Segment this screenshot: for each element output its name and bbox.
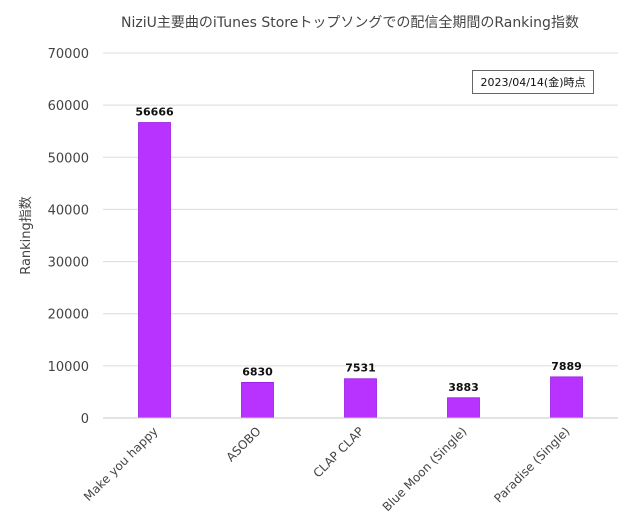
x-tick-label: Make you happy bbox=[81, 424, 161, 504]
bar bbox=[138, 122, 171, 419]
x-tick-label: Paradise (Single) bbox=[491, 424, 572, 505]
y-tick-label: 10000 bbox=[48, 360, 89, 375]
data-label: 7889 bbox=[551, 360, 582, 373]
y-tick-label: 60000 bbox=[48, 99, 89, 114]
data-label: 3883 bbox=[448, 381, 479, 394]
x-tick-label: ASOBO bbox=[223, 424, 263, 464]
y-axis-ticks: 0 10000 20000 30000 40000 50000 60000 70000 bbox=[48, 47, 89, 427]
bars bbox=[138, 122, 583, 419]
y-tick-label: 40000 bbox=[48, 203, 89, 218]
x-tick-label: Blue Moon (Single) bbox=[380, 424, 470, 514]
bar bbox=[241, 381, 274, 419]
chart-title: NiziU主要曲のiTunes Storeトップソングでの配信全期間のRanki… bbox=[121, 15, 579, 31]
data-label: 6830 bbox=[242, 365, 273, 378]
y-tick-label: 30000 bbox=[48, 256, 89, 271]
y-axis-label: Ranking指数 bbox=[19, 196, 34, 275]
grid-lines bbox=[103, 52, 618, 367]
bar bbox=[344, 378, 377, 419]
bar bbox=[447, 397, 480, 419]
bar bbox=[550, 376, 583, 419]
data-label: 56666 bbox=[135, 106, 174, 119]
x-axis-ticks: Make you happy ASOBO CLAP CLAP Blue Moon (S… bbox=[81, 424, 573, 514]
y-tick-label: 50000 bbox=[48, 151, 89, 166]
y-tick-label: 70000 bbox=[48, 47, 89, 62]
y-tick-label: 0 bbox=[81, 412, 89, 427]
date-annotation: 2023/04/14(金)時点 bbox=[472, 70, 594, 94]
x-tick-label: CLAP CLAP bbox=[310, 424, 366, 480]
data-label: 7531 bbox=[345, 362, 376, 375]
y-tick-label: 20000 bbox=[48, 308, 89, 323]
data-labels: 56666 6830 7531 3883 7889 bbox=[135, 106, 581, 394]
